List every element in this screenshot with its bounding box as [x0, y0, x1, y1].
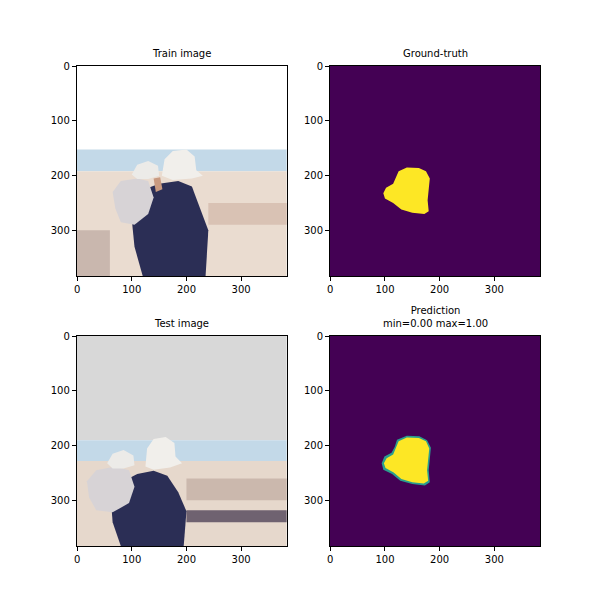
svg-text:200: 200 — [304, 440, 323, 451]
svg-text:300: 300 — [304, 225, 323, 236]
svg-text:100: 100 — [51, 115, 70, 126]
svg-text:300: 300 — [232, 554, 251, 565]
svg-text:200: 200 — [430, 554, 449, 565]
svg-text:300: 300 — [232, 284, 251, 295]
svg-text:300: 300 — [485, 554, 504, 565]
svg-text:100: 100 — [122, 554, 141, 565]
svg-text:Predictionmin=0.00 max=1.00: Predictionmin=0.00 max=1.00 — [383, 305, 488, 329]
svg-text:100: 100 — [304, 385, 323, 396]
svg-text:Train image: Train image — [152, 48, 211, 59]
svg-text:200: 200 — [177, 554, 196, 565]
svg-text:200: 200 — [304, 170, 323, 181]
svg-text:0: 0 — [63, 331, 69, 342]
svg-text:100: 100 — [122, 284, 141, 295]
svg-text:200: 200 — [177, 284, 196, 295]
svg-text:200: 200 — [430, 284, 449, 295]
svg-text:100: 100 — [304, 115, 323, 126]
svg-text:0: 0 — [317, 61, 323, 72]
svg-text:Ground-truth: Ground-truth — [403, 48, 468, 59]
svg-text:0: 0 — [74, 284, 80, 295]
svg-text:0: 0 — [317, 331, 323, 342]
svg-text:100: 100 — [375, 554, 394, 565]
svg-text:0: 0 — [327, 554, 333, 565]
svg-text:0: 0 — [63, 61, 69, 72]
svg-text:100: 100 — [375, 284, 394, 295]
svg-text:200: 200 — [51, 170, 70, 181]
svg-text:0: 0 — [74, 554, 80, 565]
svg-text:Test image: Test image — [154, 318, 209, 329]
svg-text:0: 0 — [327, 284, 333, 295]
svg-text:300: 300 — [51, 225, 70, 236]
svg-text:300: 300 — [51, 495, 70, 506]
svg-text:100: 100 — [51, 385, 70, 396]
svg-text:300: 300 — [485, 284, 504, 295]
svg-text:200: 200 — [51, 440, 70, 451]
svg-text:300: 300 — [304, 495, 323, 506]
